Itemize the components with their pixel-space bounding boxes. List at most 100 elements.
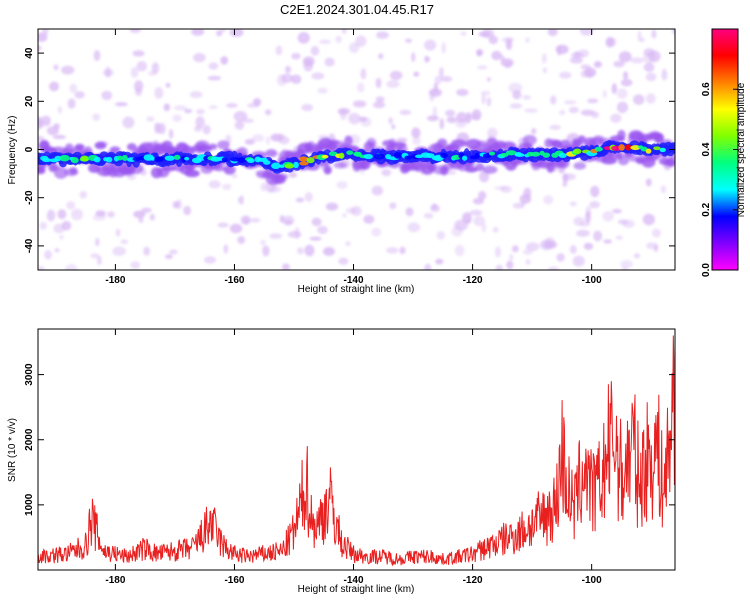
- noise-speckle: [542, 67, 548, 74]
- noise-speckle: [189, 91, 203, 99]
- noise-speckle: [481, 93, 486, 105]
- noise-speckle: [429, 90, 435, 102]
- noise-speckle: [541, 53, 547, 64]
- noise-speckle: [585, 206, 592, 217]
- noise-speckle: [226, 103, 238, 108]
- noise-speckle: [309, 236, 322, 241]
- noise-speckle: [237, 236, 246, 244]
- ridge-halo: [275, 173, 289, 181]
- ridge-halo: [265, 149, 278, 158]
- ridge-halo: [126, 143, 137, 151]
- colorbar-tick-label: 0.6: [701, 82, 712, 96]
- noise-speckle: [208, 105, 218, 110]
- noise-speckle: [233, 111, 248, 122]
- spectrogram-x-tick-label: -180: [105, 275, 125, 286]
- noise-speckle: [260, 239, 266, 246]
- noise-speckle: [281, 73, 294, 84]
- ridge-peak: [530, 151, 541, 157]
- ridge-halo: [577, 135, 586, 144]
- noise-speckle: [574, 51, 580, 58]
- noise-speckle: [304, 244, 315, 257]
- noise-speckle: [531, 127, 537, 135]
- noise-speckle: [547, 29, 558, 37]
- noise-speckle: [317, 225, 328, 235]
- snr-x-tick-label: -100: [582, 575, 602, 586]
- ridge-peak: [150, 156, 156, 161]
- noise-speckle: [583, 242, 594, 250]
- snr-y-tick-label: 2000: [24, 428, 35, 451]
- noise-speckle: [586, 69, 593, 79]
- noise-speckle: [434, 75, 442, 85]
- noise-speckle: [183, 205, 192, 216]
- noise-speckle: [486, 97, 492, 107]
- ridge-halo: [223, 165, 236, 175]
- noise-speckle: [477, 65, 488, 70]
- noise-speckle: [480, 90, 491, 96]
- noise-speckle: [38, 32, 48, 43]
- noise-speckle: [411, 52, 416, 63]
- noise-speckle: [115, 228, 121, 237]
- noise-speckle: [547, 266, 560, 270]
- ridge-peak: [59, 154, 70, 162]
- noise-speckle: [184, 108, 193, 114]
- noise-speckle: [622, 219, 635, 228]
- noise-speckle: [431, 203, 438, 210]
- noise-speckle: [525, 259, 531, 265]
- noise-speckle: [411, 127, 421, 139]
- page-title: C2E1.2024.301.04.45.R17: [280, 2, 434, 17]
- noise-speckle: [154, 86, 164, 99]
- noise-speckle: [651, 228, 661, 238]
- noise-speckle: [57, 106, 63, 114]
- noise-speckle: [46, 209, 56, 222]
- colorbar-tick-label: 0.4: [701, 142, 712, 156]
- noise-speckle: [90, 253, 100, 259]
- ridge-halo: [344, 135, 353, 147]
- noise-speckle: [324, 57, 335, 67]
- noise-speckle: [479, 170, 490, 183]
- ridge-peak: [105, 156, 113, 163]
- noise-speckle: [559, 71, 572, 79]
- noise-speckle: [569, 57, 583, 64]
- noise-speckle: [172, 201, 180, 209]
- noise-speckle: [426, 115, 440, 122]
- spectrogram-y-axis-title: Frequency (Hz): [7, 116, 18, 185]
- noise-speckle: [433, 82, 438, 94]
- noise-speckle: [486, 76, 491, 82]
- spectrogram-y-tick-label: -20: [24, 190, 35, 205]
- noise-speckle: [509, 103, 523, 109]
- ridge-peak: [594, 146, 603, 152]
- spectrogram-x-axis-title: Height of straight line (km): [298, 284, 415, 295]
- ridge-peak: [154, 156, 165, 161]
- ridge-peak: [203, 156, 209, 161]
- noise-speckle: [130, 66, 139, 78]
- noise-speckle: [282, 215, 295, 226]
- noise-speckle: [440, 76, 453, 82]
- noise-speckle: [217, 222, 229, 228]
- ridge-peak: [237, 157, 247, 163]
- noise-speckle: [508, 82, 523, 94]
- noise-speckle: [93, 50, 101, 62]
- colorbar-tick-label: 0.2: [701, 202, 712, 216]
- noise-speckle: [481, 223, 487, 233]
- noise-speckle: [264, 109, 272, 116]
- noise-speckle: [208, 62, 219, 70]
- noise-speckle: [355, 35, 367, 47]
- ridge-halo: [617, 129, 626, 141]
- noise-speckle: [49, 81, 60, 92]
- noise-speckle: [61, 65, 75, 75]
- noise-speckle: [580, 109, 595, 116]
- ridge-halo: [94, 141, 107, 150]
- noise-speckle: [602, 211, 614, 222]
- ridge-peak: [625, 144, 632, 151]
- noise-speckle: [568, 106, 579, 114]
- noise-speckle: [456, 88, 469, 97]
- noise-speckle: [234, 120, 245, 130]
- noise-speckle: [506, 260, 514, 270]
- noise-speckle: [196, 108, 205, 115]
- noise-speckle: [643, 52, 656, 64]
- noise-speckle: [494, 185, 508, 191]
- noise-speckle: [325, 202, 339, 211]
- ridge-halo: [109, 146, 121, 153]
- ridge-halo: [475, 163, 485, 172]
- noise-speckle: [469, 209, 483, 216]
